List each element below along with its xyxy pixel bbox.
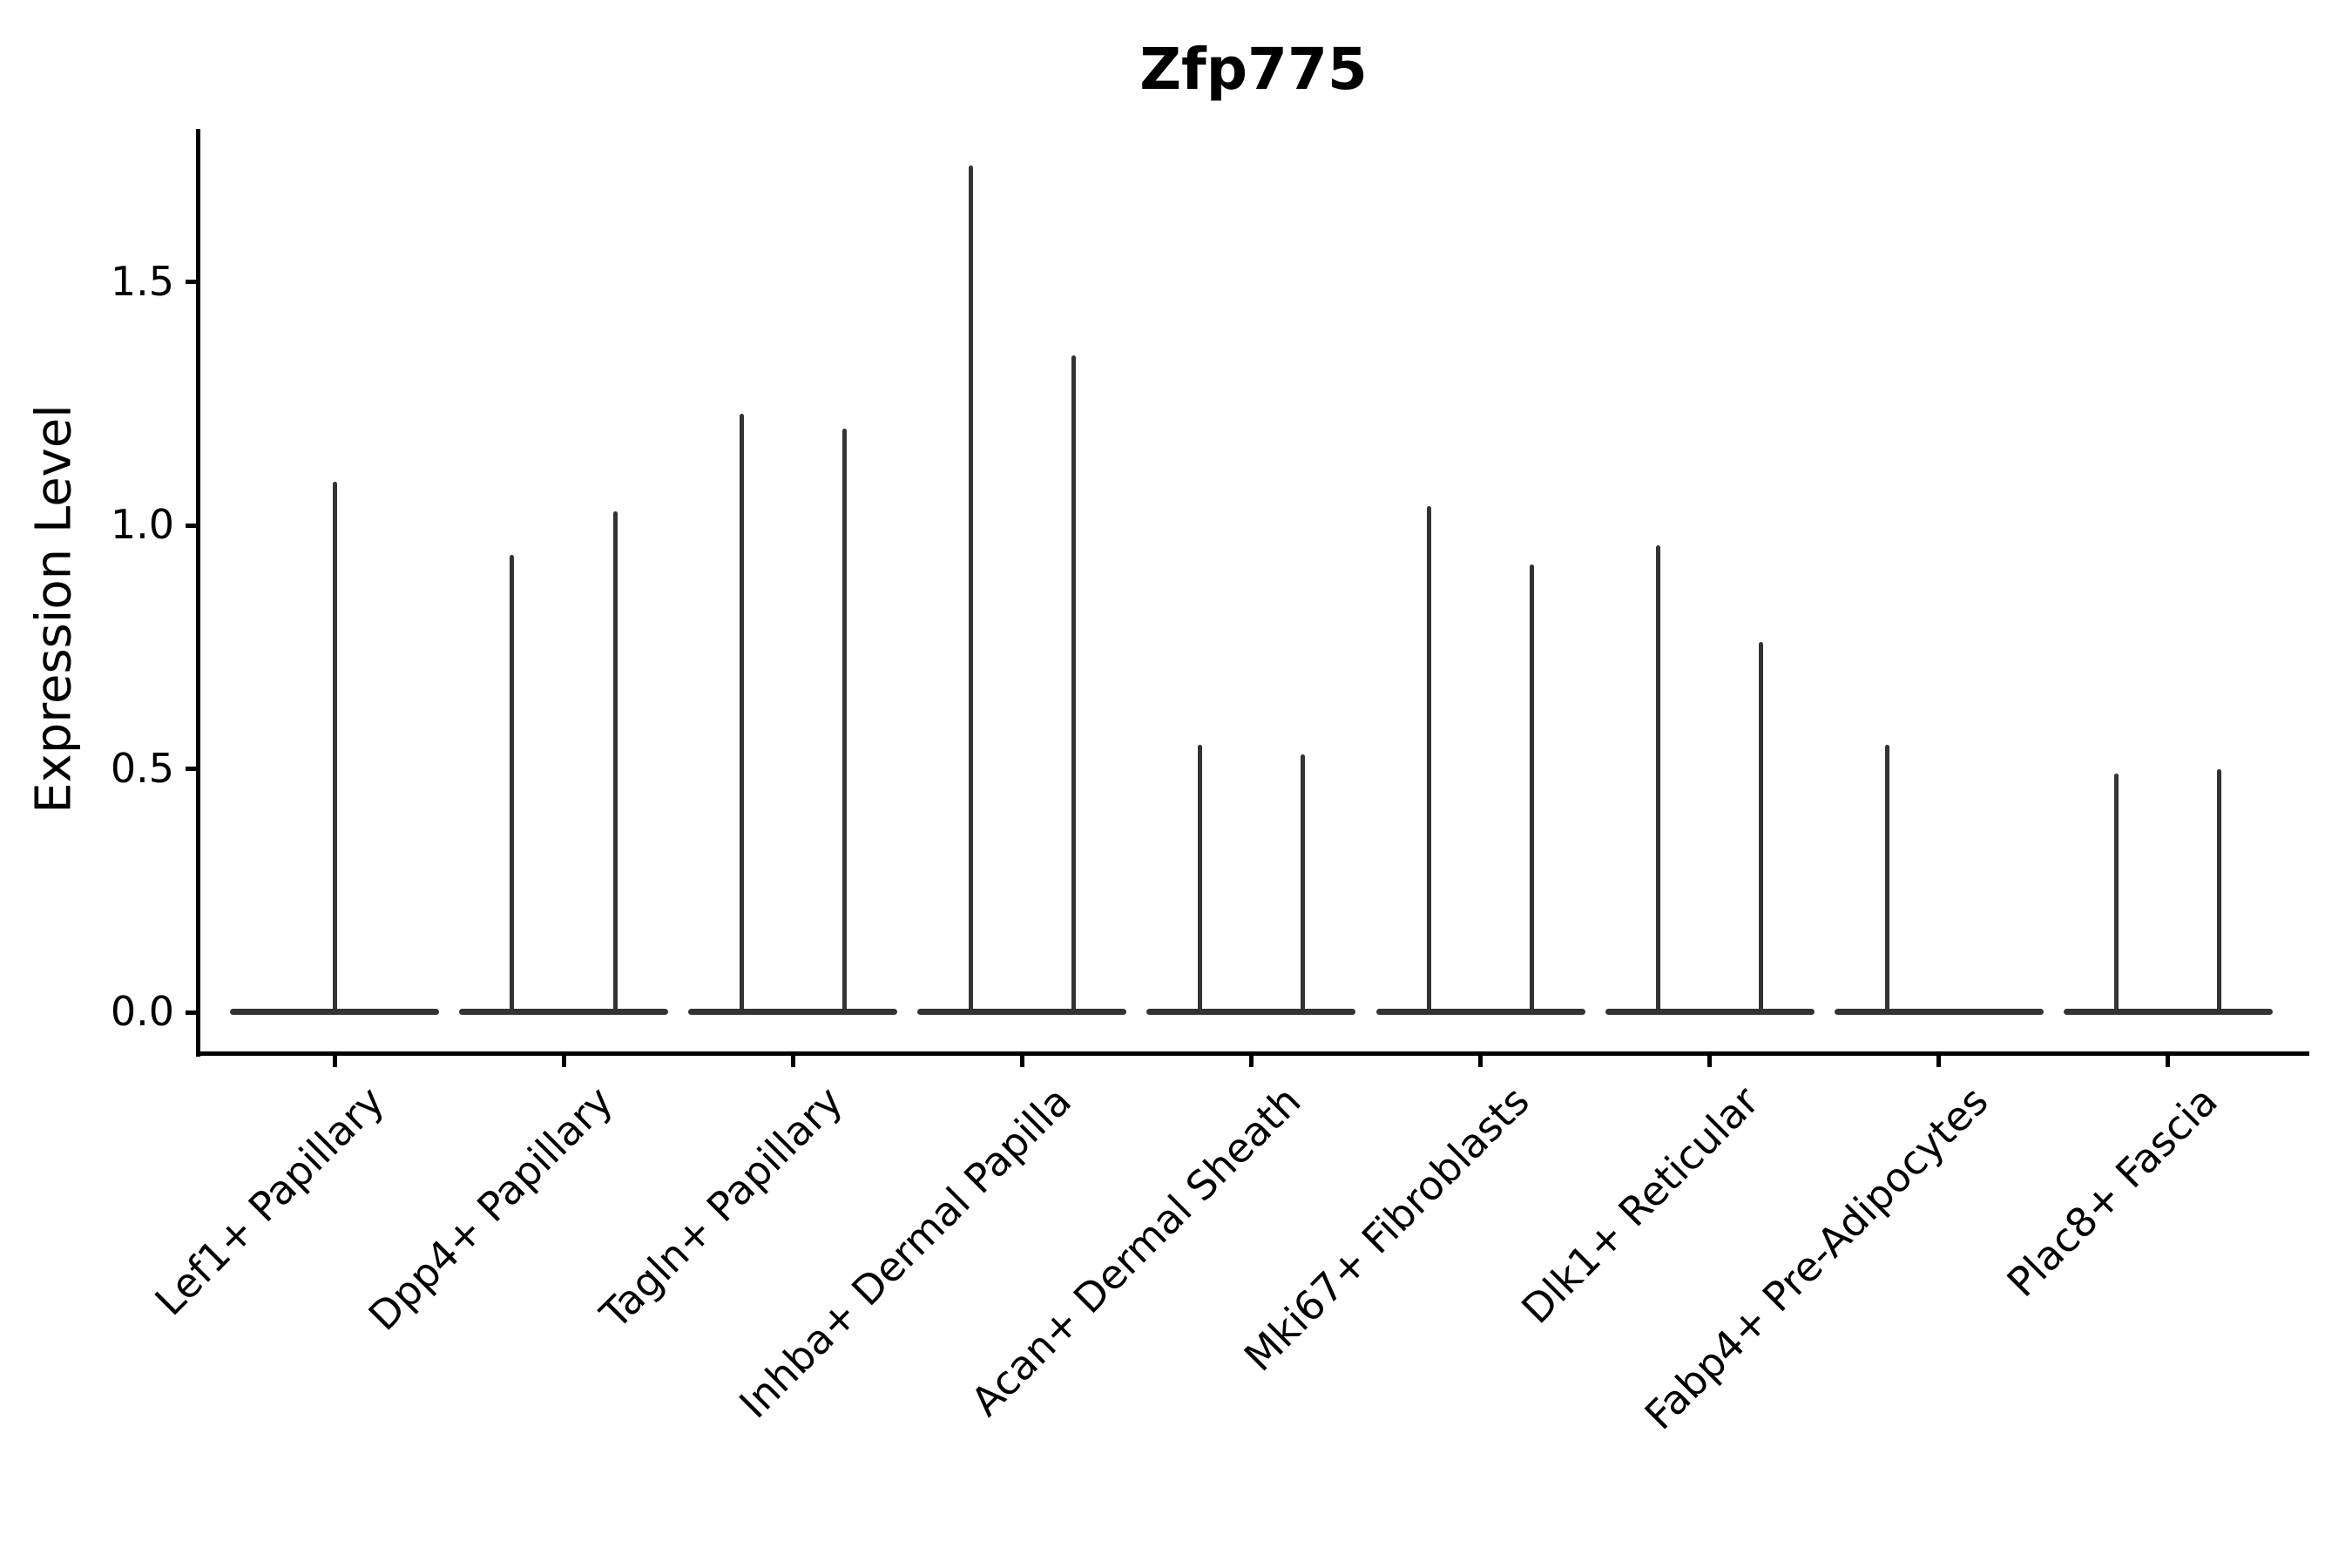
y-tick-mark [186, 767, 198, 772]
x-tick-mark [2166, 1056, 2171, 1067]
violin-spike [739, 413, 744, 1015]
x-tick-mark [1478, 1056, 1483, 1067]
violin-baseline [688, 1009, 898, 1015]
violin-baseline [1146, 1009, 1356, 1015]
y-tick-label: 1.0 [110, 501, 174, 549]
violin-spike [1071, 355, 1076, 1015]
violin-spike [2217, 768, 2222, 1015]
plot-title: Zfp775 [1139, 36, 1368, 103]
violin-baseline [2063, 1009, 2273, 1015]
x-tick-label: Tagln+ Papillary [591, 1077, 851, 1338]
violin-spike [1301, 754, 1306, 1015]
y-tick-label: 0.5 [110, 744, 174, 792]
violin-spike [1426, 505, 1431, 1015]
x-axis-spine [196, 1051, 2309, 1056]
violin-spike [841, 428, 847, 1015]
violin-spike [1530, 564, 1535, 1015]
x-tick-mark [790, 1056, 795, 1067]
x-tick-label: Dlk1+ Reticular [1512, 1077, 1768, 1333]
violin-spike [1197, 744, 1202, 1015]
x-tick-label: Plac8+ Fascia [1997, 1077, 2227, 1306]
violin-baseline [1375, 1009, 1585, 1015]
y-tick-label: 1.5 [110, 257, 174, 305]
violin-baseline [1834, 1009, 2044, 1015]
y-tick-mark [186, 523, 198, 528]
violin-spike [1885, 744, 1889, 1015]
y-tick-mark [186, 1010, 198, 1015]
y-axis-spine [196, 129, 200, 1057]
y-axis-label: Expression Level [25, 404, 83, 814]
x-tick-mark [332, 1056, 337, 1067]
violin-baseline [917, 1009, 1127, 1015]
x-tick-mark [1248, 1056, 1254, 1067]
violin-spike [1759, 642, 1764, 1015]
violin-spike [612, 510, 618, 1015]
x-tick-mark [561, 1056, 566, 1067]
y-tick-mark [186, 280, 198, 285]
x-tick-label: Lef1+ Papillary [145, 1077, 393, 1325]
violin-baseline [1605, 1009, 1815, 1015]
x-tick-mark [1936, 1056, 1942, 1067]
violin-spike [968, 165, 973, 1015]
violin-baseline [459, 1009, 669, 1015]
x-tick-mark [1019, 1056, 1024, 1067]
violin-spike [510, 554, 515, 1015]
x-tick-label: Dpp4+ Papillary [359, 1077, 622, 1340]
x-tick-mark [1707, 1056, 1713, 1067]
y-tick-label: 0.0 [110, 988, 174, 1035]
violin-spike [332, 482, 337, 1015]
violin-spike [1655, 544, 1660, 1015]
violin-spike [2114, 774, 2119, 1015]
